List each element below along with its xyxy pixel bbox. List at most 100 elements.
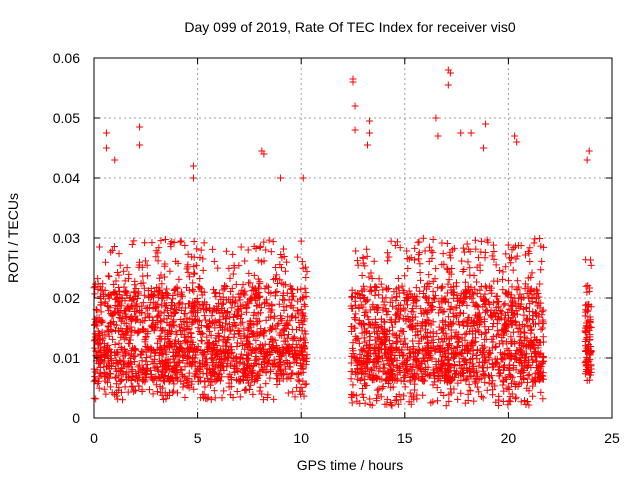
data-point bbox=[500, 387, 508, 395]
data-point bbox=[249, 390, 257, 398]
data-point bbox=[245, 323, 253, 331]
data-point bbox=[259, 396, 267, 404]
data-point bbox=[493, 332, 501, 340]
data-point bbox=[98, 316, 106, 324]
data-point bbox=[170, 342, 178, 350]
data-point bbox=[137, 280, 145, 288]
data-point bbox=[296, 344, 304, 352]
data-point bbox=[214, 264, 222, 272]
data-point bbox=[473, 355, 481, 363]
data-point bbox=[583, 355, 591, 363]
data-point bbox=[183, 359, 191, 367]
data-point bbox=[489, 391, 497, 399]
data-point bbox=[248, 296, 256, 304]
data-point bbox=[279, 375, 287, 383]
data-point bbox=[302, 355, 310, 363]
data-point bbox=[126, 336, 134, 344]
data-point bbox=[365, 316, 373, 324]
data-point bbox=[411, 386, 419, 394]
data-point bbox=[131, 289, 139, 297]
data-point bbox=[481, 323, 489, 331]
data-point bbox=[250, 242, 258, 250]
data-point bbox=[536, 338, 544, 346]
data-point bbox=[128, 240, 136, 248]
data-point bbox=[454, 343, 462, 351]
data-point bbox=[385, 253, 393, 261]
data-point bbox=[482, 308, 490, 316]
data-point bbox=[418, 376, 426, 384]
data-point bbox=[587, 261, 595, 269]
data-point bbox=[288, 285, 296, 293]
data-point bbox=[426, 353, 434, 361]
data-point bbox=[191, 304, 199, 312]
data-point bbox=[486, 287, 494, 295]
data-point bbox=[226, 327, 234, 335]
data-point bbox=[211, 324, 219, 332]
data-point bbox=[388, 346, 396, 354]
data-point bbox=[458, 342, 466, 350]
data-point bbox=[417, 305, 425, 313]
data-point bbox=[152, 373, 160, 381]
data-point bbox=[532, 353, 540, 361]
data-point bbox=[392, 345, 400, 353]
data-point bbox=[509, 266, 517, 274]
data-point bbox=[469, 350, 477, 358]
data-point bbox=[292, 340, 300, 348]
data-point bbox=[429, 381, 437, 389]
data-point bbox=[128, 383, 136, 391]
data-point bbox=[370, 350, 378, 358]
data-point bbox=[134, 291, 142, 299]
data-point bbox=[454, 338, 462, 346]
data-point bbox=[366, 400, 374, 408]
data-point bbox=[353, 397, 361, 405]
data-point bbox=[260, 352, 268, 360]
data-point bbox=[361, 298, 369, 306]
data-point bbox=[148, 293, 156, 301]
data-point bbox=[245, 279, 253, 287]
data-point bbox=[303, 268, 311, 276]
tick-labels: 0 5 10 15 20 25 0 0.01 0.02 0.03 0.04 0.05 0.06 bbox=[53, 50, 620, 446]
data-point bbox=[123, 264, 131, 272]
data-point bbox=[476, 347, 484, 355]
data-point bbox=[256, 367, 264, 375]
data-point bbox=[234, 368, 242, 376]
data-point bbox=[280, 306, 288, 314]
data-point bbox=[471, 378, 479, 386]
data-point bbox=[227, 288, 235, 296]
data-point bbox=[392, 334, 400, 342]
data-point bbox=[169, 348, 177, 356]
data-point bbox=[115, 384, 123, 392]
data-point bbox=[222, 247, 230, 255]
data-point bbox=[288, 296, 296, 304]
data-point bbox=[250, 333, 258, 341]
data-point bbox=[124, 359, 132, 367]
data-point bbox=[163, 285, 171, 293]
data-point bbox=[503, 323, 511, 331]
data-point bbox=[401, 383, 409, 391]
data-point bbox=[505, 305, 513, 313]
data-point bbox=[358, 271, 366, 279]
data-point bbox=[157, 344, 165, 352]
data-point bbox=[382, 305, 390, 313]
data-point bbox=[528, 293, 536, 301]
data-point bbox=[216, 355, 224, 363]
data-point bbox=[232, 280, 240, 288]
data-point bbox=[117, 317, 125, 325]
data-point bbox=[454, 395, 462, 403]
data-point bbox=[434, 375, 442, 383]
data-point bbox=[189, 162, 197, 170]
data-point bbox=[403, 247, 411, 255]
data-point bbox=[219, 286, 227, 294]
data-point bbox=[92, 395, 100, 403]
data-point bbox=[228, 284, 236, 292]
data-point bbox=[521, 251, 529, 259]
data-point bbox=[407, 308, 415, 316]
data-point bbox=[166, 267, 174, 275]
data-point bbox=[529, 320, 537, 328]
data-point bbox=[108, 327, 116, 335]
data-point bbox=[419, 354, 427, 362]
data-point bbox=[514, 383, 522, 391]
data-point bbox=[101, 331, 109, 339]
data-point bbox=[366, 333, 374, 341]
data-point bbox=[283, 321, 291, 329]
